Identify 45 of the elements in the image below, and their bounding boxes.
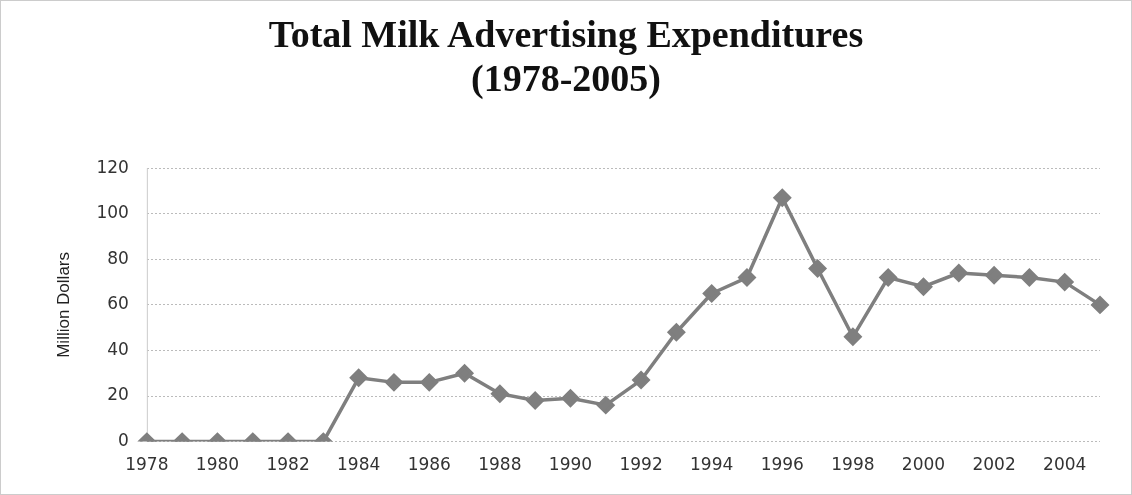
- y-tick-label: 120: [96, 156, 129, 177]
- x-tick-label: 1986: [407, 454, 451, 475]
- point: [702, 284, 721, 303]
- point: [1055, 273, 1074, 291]
- point: [914, 277, 933, 296]
- chart-title: Total Milk Advertising Expenditures (1978-2005): [267, 12, 865, 100]
- x-tick-label: 2002: [972, 454, 1016, 475]
- point: [1091, 296, 1109, 314]
- y-tick-label: 100: [96, 202, 129, 223]
- y-axis-title: Million Dollars: [53, 251, 73, 358]
- point: [385, 373, 403, 392]
- x-tick-label: 1978: [125, 454, 169, 475]
- x-tick-label: 2004: [1043, 454, 1087, 475]
- x-tick-label: 1996: [760, 454, 804, 475]
- x-tick-label: 1998: [831, 454, 875, 475]
- x-tick-label: 1980: [195, 454, 240, 475]
- point: [526, 391, 544, 410]
- y-tick-label: 80: [107, 247, 129, 268]
- point: [349, 369, 368, 387]
- point: [420, 373, 439, 392]
- point: [985, 266, 1003, 285]
- point: [844, 328, 862, 346]
- x-tick-label: 1988: [478, 454, 522, 475]
- point: [1020, 268, 1039, 287]
- x-tick-label: 1984: [337, 454, 381, 475]
- point: [950, 264, 968, 282]
- point: [738, 268, 756, 287]
- y-tick-label: 20: [107, 384, 129, 405]
- point: [561, 389, 580, 408]
- point: [879, 268, 897, 287]
- point: [491, 385, 509, 403]
- x-tick-label: 1982: [266, 454, 310, 475]
- point: [773, 189, 792, 207]
- x-tick-label: 2000: [901, 454, 946, 475]
- x-tick-label: 1994: [690, 454, 734, 475]
- point: [632, 371, 650, 389]
- point: [667, 323, 686, 341]
- x-tick-label: 1992: [619, 454, 663, 475]
- point: [597, 396, 615, 414]
- y-tick-label: 0: [118, 430, 129, 451]
- x-tick-label: 1990: [548, 454, 593, 475]
- point: [808, 259, 827, 278]
- y-tick-label: 60: [107, 293, 129, 314]
- y-tick-label: 40: [107, 338, 129, 359]
- point: [455, 364, 474, 382]
